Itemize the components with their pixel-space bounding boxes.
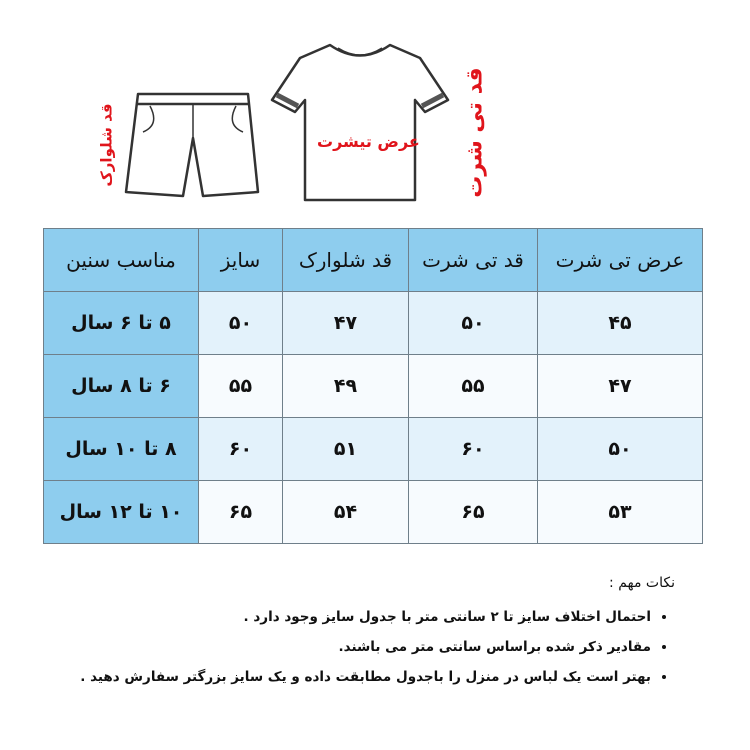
cell: ۶۵: [198, 480, 283, 544]
table-row: ۵۰ ۶۰ ۵۱ ۶۰ ۸ تا ۱۰ سال: [43, 417, 703, 481]
cell: ۵۵: [198, 354, 283, 418]
header-cell: مناسب سنین: [43, 228, 199, 292]
notes-title: نکات مهم :: [609, 575, 675, 591]
header-cell: سایز: [198, 228, 283, 292]
cell: ۴۹: [282, 354, 409, 418]
cell: ۶۰: [408, 417, 538, 481]
garment-illustration: [124, 43, 450, 202]
cell: ۵۵: [408, 354, 538, 418]
notes-section: نکات مهم : احتمال اختلاف سایز تا ۲ سانتی…: [80, 575, 675, 699]
cell: ۵۰: [537, 417, 703, 481]
note-item: مقادیر ذکر شده براساس سانتی متر می باشند…: [80, 639, 651, 655]
cell: ۴۷: [537, 354, 703, 418]
age-cell: ۵ تا ۶ سال: [43, 291, 199, 355]
size-table: عرض تی شرت قد تی شرت قد شلوارک سایز مناس…: [43, 228, 703, 544]
cell: ۵۳: [537, 480, 703, 544]
cell: ۵۱: [282, 417, 409, 481]
shirt-width-label: عرض تیشرت: [317, 132, 420, 151]
cell: ۴۷: [282, 291, 409, 355]
table-row: ۴۵ ۵۰ ۴۷ ۵۰ ۵ تا ۶ سال: [43, 291, 703, 355]
age-cell: ۱۰ تا ۱۲ سال: [43, 480, 199, 544]
header-cell: قد تی شرت: [408, 228, 538, 292]
age-cell: ۶ تا ۸ سال: [43, 354, 199, 418]
cell: ۴۵: [537, 291, 703, 355]
table-row: ۵۳ ۶۵ ۵۴ ۶۵ ۱۰ تا ۱۲ سال: [43, 480, 703, 544]
cell: ۵۰: [408, 291, 538, 355]
age-cell: ۸ تا ۱۰ سال: [43, 417, 199, 481]
shirt-length-label: قد تی شرت: [462, 67, 488, 198]
shorts-length-label: قد شلوارک: [97, 103, 116, 187]
cell: ۵۰: [198, 291, 283, 355]
table-header-row: عرض تی شرت قد تی شرت قد شلوارک سایز مناس…: [43, 228, 703, 292]
cell: ۶۵: [408, 480, 538, 544]
shorts-drawing: [124, 92, 260, 198]
tshirt-drawing: [270, 43, 450, 202]
table-row: ۴۷ ۵۵ ۴۹ ۵۵ ۶ تا ۸ سال: [43, 354, 703, 418]
header-cell: قد شلوارک: [282, 228, 409, 292]
cell: ۶۰: [198, 417, 283, 481]
note-item: احتمال اختلاف سایز تا ۲ سانتی متر با جدو…: [80, 609, 651, 625]
cell: ۵۴: [282, 480, 409, 544]
header-cell: عرض تی شرت: [537, 228, 703, 292]
note-item: بهتر است یک لباس در منزل را باجدول مطابق…: [80, 669, 651, 685]
